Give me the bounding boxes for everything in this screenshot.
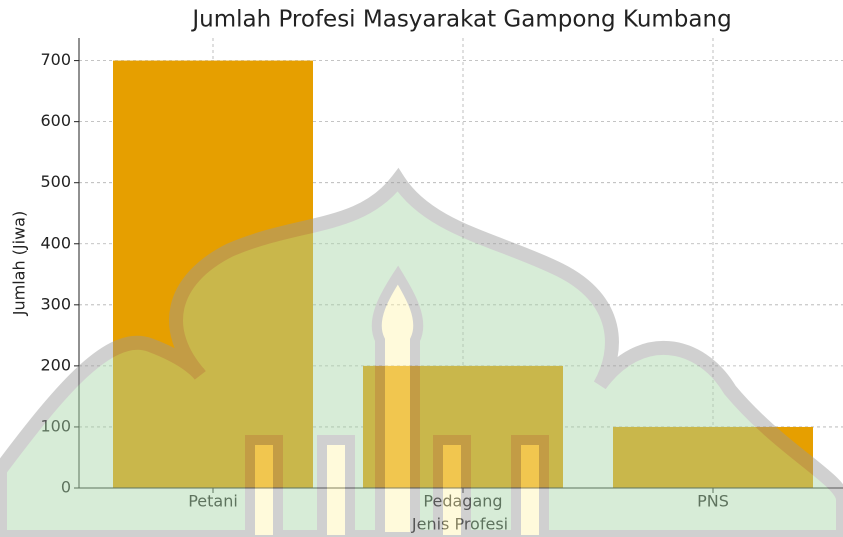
chart-title: Jumlah Profesi Masyarakat Gampong Kumban… (190, 7, 731, 33)
y-tick-label: 600 (40, 111, 71, 130)
y-axis-label: Jumlah (Jiwa) (10, 211, 29, 316)
y-tick-label: 500 (40, 172, 71, 191)
y-tick-label: 200 (40, 355, 71, 374)
y-tick-label: 400 (40, 233, 71, 252)
y-tick-label: 700 (40, 50, 71, 69)
chart: Jumlah Profesi Masyarakat Gampong Kumban… (0, 0, 843, 537)
watermark-letter (250, 440, 278, 537)
watermark-letter (516, 440, 544, 537)
y-tick-label: 300 (40, 294, 71, 313)
watermark-letter (322, 440, 350, 537)
watermark-letter (438, 440, 466, 537)
watermark-tower (377, 275, 419, 537)
